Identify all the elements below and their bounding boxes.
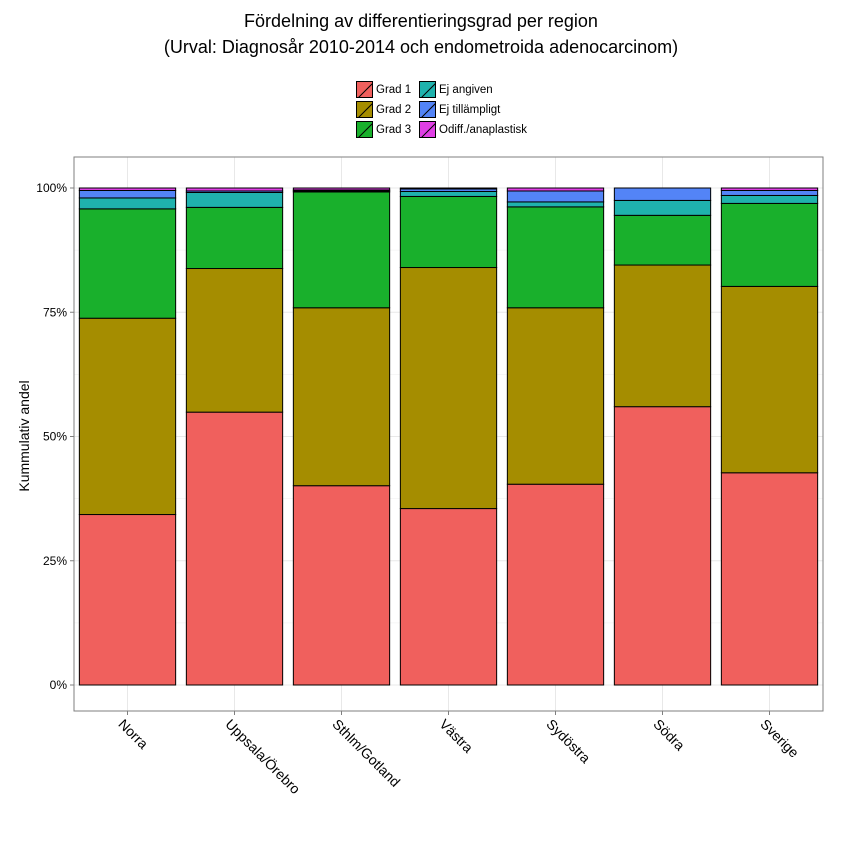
bar-segment-grad-1-sverige	[720, 472, 819, 686]
legend-swatch	[356, 101, 373, 118]
y-tick-label: 100%	[36, 181, 67, 195]
bar-segment-odiff-anaplastisk-sthlm-gotland	[292, 187, 391, 191]
bar-segment-grad-1-norra	[78, 514, 177, 686]
bar-segment-odiff-anaplastisk-sverige	[720, 187, 819, 191]
bar-segment-ej-angiven-norra	[78, 197, 177, 210]
legend-label: Odiff./anaplastisk	[439, 124, 528, 136]
bar-segment-ej-angiven-vastra	[399, 190, 498, 197]
bar-segment-grad-3-vastra	[399, 195, 498, 269]
y-tick-label: 50%	[43, 430, 67, 444]
bar-segment-ej-tillampligt-sverige	[720, 189, 819, 196]
bar-segment-grad-2-sodra	[613, 264, 712, 408]
bar-segment-ej-angiven-sodra	[613, 199, 712, 216]
bar-segment-ej-tillampligt-norra	[78, 189, 177, 199]
bar-segment-grad-1-sodra	[613, 406, 712, 686]
bar-segment-odiff-anaplastisk-vastra	[399, 187, 498, 190]
chart-subtitle: (Urval: Diagnosår 2010-2014 och endometr…	[163, 37, 679, 57]
legend-label: Grad 2	[376, 104, 412, 116]
bar-segment-ej-angiven-uppsala-orebro	[185, 191, 284, 208]
bar-segment-odiff-anaplastisk-norra	[78, 187, 177, 191]
y-axis-title: Kummulativ andel	[16, 380, 32, 491]
bar-segment-grad-1-vastra	[399, 508, 498, 686]
x-tick-label: Sverige	[757, 716, 802, 761]
legend-swatch	[419, 81, 436, 98]
x-tick-label: Västra	[436, 716, 476, 756]
bar-segment-grad-3-uppsala-orebro	[185, 206, 284, 270]
bar-segment-grad-1-sthlm-gotland	[292, 485, 391, 686]
legend-label: Ej angiven	[439, 84, 493, 96]
bar-segment-grad-3-sodra	[613, 214, 712, 266]
bar-segment-grad-2-vastra	[399, 267, 498, 510]
y-tick-label: 25%	[43, 554, 67, 568]
bar-segment-grad-1-uppsala-orebro	[185, 411, 284, 686]
bar-segment-grad-2-sverige	[720, 285, 819, 474]
bar-segment-ej-tillampligt-sodra	[613, 187, 712, 201]
bar-segment-grad-2-sthlm-gotland	[292, 307, 391, 487]
x-tick-label: Uppsala/Örebro	[222, 715, 304, 797]
legend-label: Grad 3	[376, 124, 412, 136]
legend-swatch	[419, 101, 436, 118]
legend-swatch	[419, 121, 436, 138]
legend-swatch	[356, 81, 373, 98]
bar-segment-ej-angiven-sverige	[720, 194, 819, 204]
bar-segment-grad-2-uppsala-orebro	[185, 268, 284, 413]
bar-segment-grad-3-sydostra	[506, 206, 605, 309]
x-tick-label: Sthlm/Gotland	[329, 716, 403, 790]
x-tick-label: Sydöstra	[543, 716, 594, 767]
legend-label: Grad 1	[376, 84, 412, 96]
bar-segment-odiff-anaplastisk-sydostra	[506, 187, 605, 192]
legend-label: Ej tillämpligt	[439, 104, 501, 116]
x-tick-label: Södra	[650, 716, 688, 754]
bar-segment-grad-3-norra	[78, 208, 177, 319]
chart-title: Fördelning av differentieringsgrad per r…	[244, 11, 598, 31]
bar-segment-grad-3-sverige	[720, 202, 819, 287]
bar-segment-ej-tillampligt-sydostra	[506, 190, 605, 203]
bar-segment-grad-2-sydostra	[506, 307, 605, 485]
bar-segment-grad-2-norra	[78, 317, 177, 516]
bar-segment-ej-angiven-sydostra	[506, 201, 605, 208]
bar-segment-grad-3-sthlm-gotland	[292, 191, 391, 309]
bar-segment-grad-1-sydostra	[506, 483, 605, 686]
x-tick-label: Norra	[115, 716, 151, 752]
y-tick-label: 0%	[50, 678, 68, 692]
y-tick-label: 75%	[43, 305, 67, 319]
bar-segment-odiff-anaplastisk-uppsala-orebro	[185, 187, 284, 192]
legend-swatch	[356, 121, 373, 138]
